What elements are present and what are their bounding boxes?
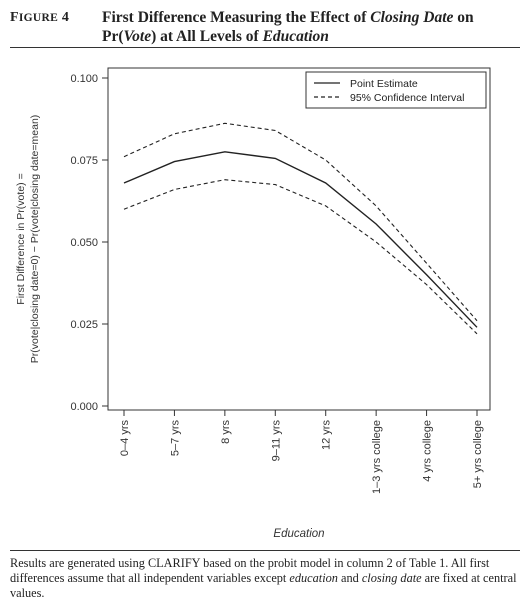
x-tick-label: 8 yrs [220, 420, 232, 444]
x-axis-label: Education [273, 528, 324, 540]
figure-title-part: ) at All Levels of [151, 28, 263, 45]
caption-part: closing date [361, 571, 422, 585]
bottom-rule [10, 550, 520, 551]
caption-part: education [289, 571, 338, 585]
series-line-ci-lower [123, 179, 478, 335]
y-tick-label: 0.100 [70, 73, 98, 85]
y-tick-label: 0.025 [70, 319, 98, 331]
series-line-ci-upper [123, 122, 478, 322]
top-rule [10, 47, 520, 48]
caption-part: are fixed at central values. [10, 571, 517, 600]
y-tick-label: 0.075 [70, 155, 98, 167]
series-line-point-estimate [123, 151, 478, 328]
caption-part: and [337, 571, 362, 585]
x-tick-label: 0–4 yrs [119, 420, 131, 457]
figure-caption: Results are generated using CLARIFY base… [10, 556, 522, 601]
figure-title: First Difference Measuring the Effect of… [102, 8, 522, 46]
y-tick-label: 0.050 [70, 237, 98, 249]
y-axis-label-line1: First Difference in Pr(vote) = [15, 173, 27, 304]
x-tick-label: 5+ yrs college [472, 420, 484, 488]
legend-entry: Point Estimate [350, 78, 418, 90]
caption-part: Results are generated using CLARIFY base… [10, 556, 490, 585]
legend-box [305, 71, 487, 109]
x-tick-label: 4 yrs college [422, 420, 434, 482]
figure-title-part: on Pr( [102, 9, 474, 45]
x-tick-label: 9–11 yrs [270, 420, 282, 462]
x-tick-label: 5–7 yrs [169, 420, 181, 457]
figure-title-part: Vote [123, 28, 152, 45]
first-difference-line-chart: 0.000 0.025 0.050 0.075 0.100 0–4 yrs 5–7 yrs 8… [15, 67, 491, 540]
figure-label: FIGURE 4 [10, 10, 70, 25]
figure-title-part: Education [262, 28, 329, 45]
figure-title-part: First Difference Measuring the Effect of [102, 9, 371, 26]
figure-title-part: Closing Date [370, 9, 454, 26]
x-tick-label: 1–3 yrs college [371, 420, 383, 494]
plot-frame [107, 67, 491, 411]
legend-entry: 95% Confidence Interval [350, 92, 464, 104]
x-tick-label: 12 yrs [321, 420, 333, 450]
y-axis-label-line2: Pr(vote|closing date=0) − Pr(vote|closin… [29, 115, 41, 364]
y-tick-label: 0.000 [70, 401, 98, 413]
